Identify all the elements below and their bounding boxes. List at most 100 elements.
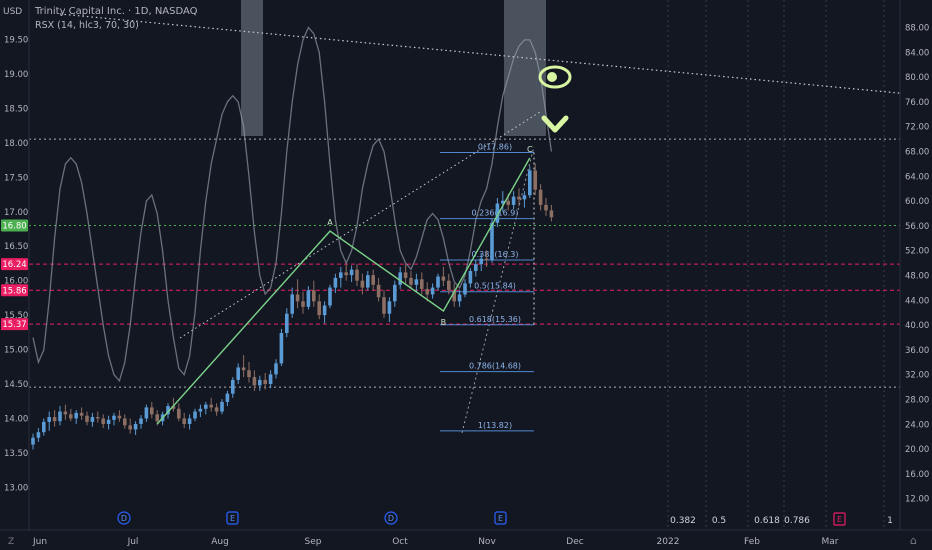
candle-body [198, 408, 203, 412]
candle-body [241, 367, 246, 371]
bottom-fib-label: 0.5 [712, 516, 726, 526]
price-tick-label: 15.00 [4, 346, 28, 356]
dividend-marker [117, 511, 131, 525]
time-axis-labels: Jun Jul Aug Sep Oct Nov Dec 2022 Feb Mar [32, 537, 839, 547]
level-price-tag: 15.86 [2, 286, 26, 296]
price-tick-label: 16.00 [4, 277, 28, 287]
candle-body [355, 269, 359, 281]
left-axis [0, 0, 29, 550]
candle-body [171, 406, 176, 409]
eye-icon [538, 65, 572, 89]
candle-body [279, 333, 284, 364]
candle-body [58, 411, 62, 422]
time-axis-label: Oct [392, 537, 408, 547]
price-axis-ticks: 19.50 19.00 18.50 18.00 17.50 17.00 16.50 16.00… [4, 36, 28, 494]
wave-label: C [527, 145, 533, 154]
fib-trendline [461, 146, 535, 433]
candle-body [295, 294, 300, 302]
rsx-tick-label: 72.00 [905, 123, 929, 133]
svg-text:D: D [121, 514, 127, 523]
candle-body [133, 423, 138, 430]
candle-body [403, 272, 408, 278]
price-tick-label: 18.00 [4, 139, 28, 149]
rsx-line [32, 26, 553, 383]
candle-body [155, 414, 159, 422]
candle-body [441, 276, 446, 281]
candle-body [328, 287, 332, 306]
candle-body [387, 301, 392, 314]
candle-body [484, 258, 489, 260]
candle-body [544, 204, 548, 211]
fib-level-label: 0.618(15.36) [469, 315, 521, 324]
fib-level-label: 1(13.82) [478, 421, 512, 430]
candle-body [452, 290, 456, 302]
candle-body [517, 196, 521, 200]
candle-body [166, 406, 170, 415]
svg-text:E: E [498, 514, 503, 523]
candle-body [177, 408, 181, 419]
candle-body [371, 275, 375, 285]
symbol-line: Trinity Capital Inc. · 1D, NASDAQ [34, 6, 198, 17]
earnings-marker-pink [833, 512, 846, 526]
candle-body [501, 200, 505, 204]
candle-body [209, 404, 213, 408]
candle-body [322, 305, 327, 316]
wave-label: B [441, 318, 447, 327]
rsx-tick-label: 24.00 [905, 420, 929, 430]
candle-body [468, 271, 473, 284]
candle-body [236, 367, 240, 380]
upper-channel-line [179, 111, 541, 339]
fib-level-label: 0.382(16.3) [472, 250, 519, 259]
indicator-line: RSX (14, hlc3, 70, 30) [35, 20, 139, 31]
time-axis-label: Nov [478, 537, 496, 547]
chevron-down-icon [541, 115, 569, 133]
price-tick-label: 17.00 [4, 208, 28, 218]
rsx-tick-label: 44.00 [905, 296, 929, 306]
candle-body [47, 417, 51, 422]
zoom-icon[interactable]: Z [8, 537, 14, 547]
event-markers: D D E E E [117, 511, 846, 526]
candle-body [393, 284, 397, 302]
rsx-tick-label: 80.00 [905, 73, 929, 83]
candle-body [193, 411, 197, 419]
earnings-marker [494, 511, 507, 525]
candle-body [52, 417, 57, 422]
level-price-tag: 15.37 [2, 320, 26, 330]
candle-body [106, 419, 111, 424]
bottom-fib-label: 0.618 [754, 516, 780, 526]
candle-body [117, 415, 122, 419]
candle-body [74, 412, 78, 419]
candle-body [182, 418, 186, 424]
candle-body [511, 196, 516, 205]
wave-label: A [327, 218, 333, 227]
right-axis [900, 0, 932, 550]
candle-body [447, 280, 451, 291]
price-tick-label: 16.50 [4, 242, 28, 252]
fib-level-label: 0.786(14.68) [469, 362, 521, 371]
rsx-tick-label: 20.00 [905, 445, 929, 455]
time-axis-label: Jun [32, 537, 47, 547]
candle-body [63, 411, 68, 415]
candle-body [430, 287, 435, 295]
time-axis-label: 2022 [657, 537, 680, 547]
candle-body [123, 418, 127, 426]
rsx-tick-label: 88.00 [905, 24, 929, 34]
candle-body [376, 284, 381, 298]
candle-body [344, 272, 348, 276]
price-tick-label: 15.50 [4, 311, 28, 321]
candle-body [312, 290, 316, 302]
fib-level-label: 0.5(15.84) [474, 282, 516, 291]
rsx-tick-label: 16.00 [905, 470, 929, 480]
time-axis-label: Aug [211, 537, 229, 547]
time-axis-label: Sep [305, 537, 322, 547]
rsx-trendline [59, 13, 931, 97]
candle-body [538, 189, 543, 205]
candle-body [360, 280, 365, 288]
level-price-tag: 16.24 [2, 260, 26, 270]
rsx-tick-label: 52.00 [905, 247, 929, 257]
wave-path [156, 157, 531, 425]
svg-text:E: E [837, 515, 842, 524]
settings-icon[interactable]: ⌂ [910, 534, 917, 547]
candle-body [69, 414, 73, 419]
